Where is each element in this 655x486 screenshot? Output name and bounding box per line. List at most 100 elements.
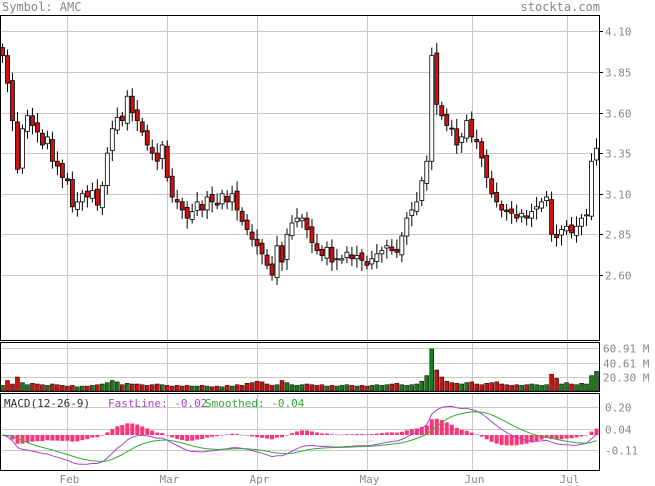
candle-body xyxy=(344,251,350,258)
macd-histogram-bar xyxy=(339,434,344,436)
candle-body xyxy=(359,252,365,261)
candle-body xyxy=(99,185,105,209)
macd-smoothed-legend: Smoothed: -0.04 xyxy=(205,397,305,410)
volume-bar xyxy=(239,385,245,392)
macd-histogram-bar xyxy=(105,432,110,435)
candle-body xyxy=(474,139,480,143)
candle-body xyxy=(279,245,285,263)
volume-bar xyxy=(105,382,110,392)
candle-body xyxy=(234,190,240,211)
volume-bar xyxy=(40,384,45,392)
macd-histogram-bar xyxy=(185,435,190,441)
price-tick-label: 3.85 xyxy=(605,67,632,80)
candle-body xyxy=(264,254,270,266)
volume-bar xyxy=(439,376,445,392)
macd-tick-label: 0.04 xyxy=(605,424,632,437)
macd-fastline-legend: FastLine: -0.02 xyxy=(108,397,207,410)
macd-histogram-bar xyxy=(529,435,534,443)
volume-bar xyxy=(384,384,390,392)
candle-body xyxy=(144,130,150,146)
volume-bar xyxy=(379,385,385,392)
candle-body xyxy=(489,178,495,195)
macd-histogram-bar xyxy=(369,434,374,435)
macd-histogram-bar xyxy=(314,432,319,435)
candle-body xyxy=(454,128,460,146)
volume-bar xyxy=(529,383,534,392)
price-tick-label: 4.10 xyxy=(605,26,632,39)
macd-histogram-bar xyxy=(324,433,329,435)
candle-body xyxy=(504,209,510,213)
candle-body xyxy=(259,242,265,255)
candle-body xyxy=(519,212,525,218)
macd-histogram-bar xyxy=(499,435,504,445)
candle-body xyxy=(594,147,599,161)
macd-tick-label: 0.20 xyxy=(605,402,632,415)
candle-body xyxy=(459,136,465,143)
candle-body xyxy=(289,222,295,237)
macd-histogram-bar xyxy=(379,433,384,435)
candle-body xyxy=(304,217,310,230)
panel-frame-2 xyxy=(0,393,600,471)
volume-bar xyxy=(15,376,20,392)
candle-body xyxy=(15,121,20,170)
volume-bar xyxy=(164,385,170,392)
x-tick-label: May xyxy=(360,473,380,486)
volume-bar xyxy=(509,385,514,392)
volume-bar xyxy=(569,383,574,392)
macd-panel xyxy=(0,405,599,465)
x-tick-label: Jul xyxy=(560,473,580,486)
macd-histogram-bar xyxy=(474,434,479,435)
volume-bar xyxy=(30,383,35,392)
candle-body xyxy=(10,80,15,122)
panel-frame-0 xyxy=(0,15,600,341)
volume-bar xyxy=(339,385,345,392)
volume-bar xyxy=(145,385,150,392)
candle-body xyxy=(194,201,200,211)
macd-histogram-bar xyxy=(120,425,125,435)
volume-bar xyxy=(50,383,55,392)
macd-histogram-bar xyxy=(90,435,95,438)
volume-bar xyxy=(80,385,85,392)
volume-bar xyxy=(574,384,579,392)
volume-bar xyxy=(364,385,370,392)
volume-bar xyxy=(349,385,355,392)
macd-histogram-bar xyxy=(549,435,554,440)
candle-body xyxy=(379,250,385,255)
x-tick-label: Mar xyxy=(160,473,180,486)
candle-body xyxy=(209,193,215,203)
candle-body xyxy=(334,258,340,261)
candle-body xyxy=(584,214,589,217)
volume-bar xyxy=(274,384,280,392)
candle-body xyxy=(284,233,290,260)
volume-bar xyxy=(424,375,430,392)
macd-histogram-bar xyxy=(349,434,354,435)
candle-body xyxy=(534,206,540,210)
macd-histogram-bar xyxy=(424,425,429,435)
volume-bar xyxy=(459,383,464,392)
macd-histogram-bar xyxy=(514,435,519,446)
macd-histogram-bar xyxy=(25,435,30,443)
candle-body xyxy=(449,127,455,130)
candle-body xyxy=(69,179,75,208)
volume-bar xyxy=(449,382,454,392)
candle-body xyxy=(424,160,430,184)
volume-bar xyxy=(100,383,105,392)
x-tick-label: Apr xyxy=(250,473,270,486)
macd-histogram-bar xyxy=(140,426,145,435)
volume-bar xyxy=(579,383,584,392)
volume-bar xyxy=(329,385,335,392)
volume-bar xyxy=(65,385,70,392)
volume-bar xyxy=(404,385,410,392)
candle-body xyxy=(349,254,355,260)
macd-histogram-bar xyxy=(554,435,559,440)
candle-body xyxy=(164,145,170,178)
macd-histogram-bar xyxy=(115,426,120,435)
candle-body xyxy=(199,204,205,211)
macd-histogram-bar xyxy=(444,422,449,435)
candle-body xyxy=(514,214,520,219)
macd-histogram-bar xyxy=(220,434,225,436)
macd-histogram-bar xyxy=(145,428,150,435)
volume-bar xyxy=(344,384,350,392)
candle-body xyxy=(589,160,594,217)
macd-histogram-bar xyxy=(559,435,564,440)
